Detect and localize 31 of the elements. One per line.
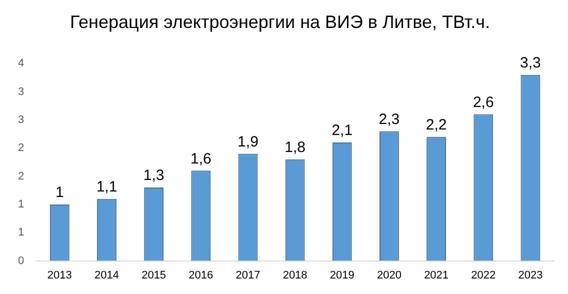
x-tick-label: 2021	[424, 269, 449, 282]
x-tick-label: 2019	[330, 269, 354, 282]
y-tick-label: 3	[18, 114, 24, 126]
data-label: 1,3	[143, 167, 164, 184]
y-tick-label: 0	[18, 254, 24, 267]
x-tick-label: 2016	[188, 269, 214, 282]
data-label: 1,9	[238, 133, 258, 150]
x-tick-label: 2023	[518, 269, 543, 282]
data-label: 1	[55, 184, 64, 202]
x-tick-label: 2022	[471, 269, 496, 282]
y-tick-label: 3	[18, 86, 24, 98]
data-label: 2,6	[472, 94, 494, 111]
x-tick-label: 2017	[236, 269, 260, 282]
x-tick-label: 2014	[94, 269, 119, 282]
data-label: 2,3	[378, 110, 400, 128]
x-tick-label: 2013	[47, 269, 72, 282]
x-tick-label: 2020	[376, 269, 402, 282]
data-label: 2,2	[426, 116, 447, 134]
x-tick-label: 2018	[282, 269, 308, 282]
data-label: 1,6	[190, 150, 212, 168]
data-label: 2,1	[332, 122, 353, 140]
y-tick-label: 1	[18, 226, 24, 239]
y-tick-label: 2	[18, 142, 24, 154]
y-tick-label: 2	[18, 170, 24, 182]
data-label: 1,8	[284, 139, 306, 156]
x-tick-label: 2015	[142, 269, 166, 282]
data-label: 3,3	[520, 54, 541, 72]
y-tick-label: 1	[18, 198, 24, 210]
y-tick-label: 4	[18, 58, 24, 70]
chart-title: Генерация электроэнергии на ВИЭ в Литве, ТВт.ч.	[70, 12, 490, 32]
data-label: 1,1	[96, 178, 118, 196]
